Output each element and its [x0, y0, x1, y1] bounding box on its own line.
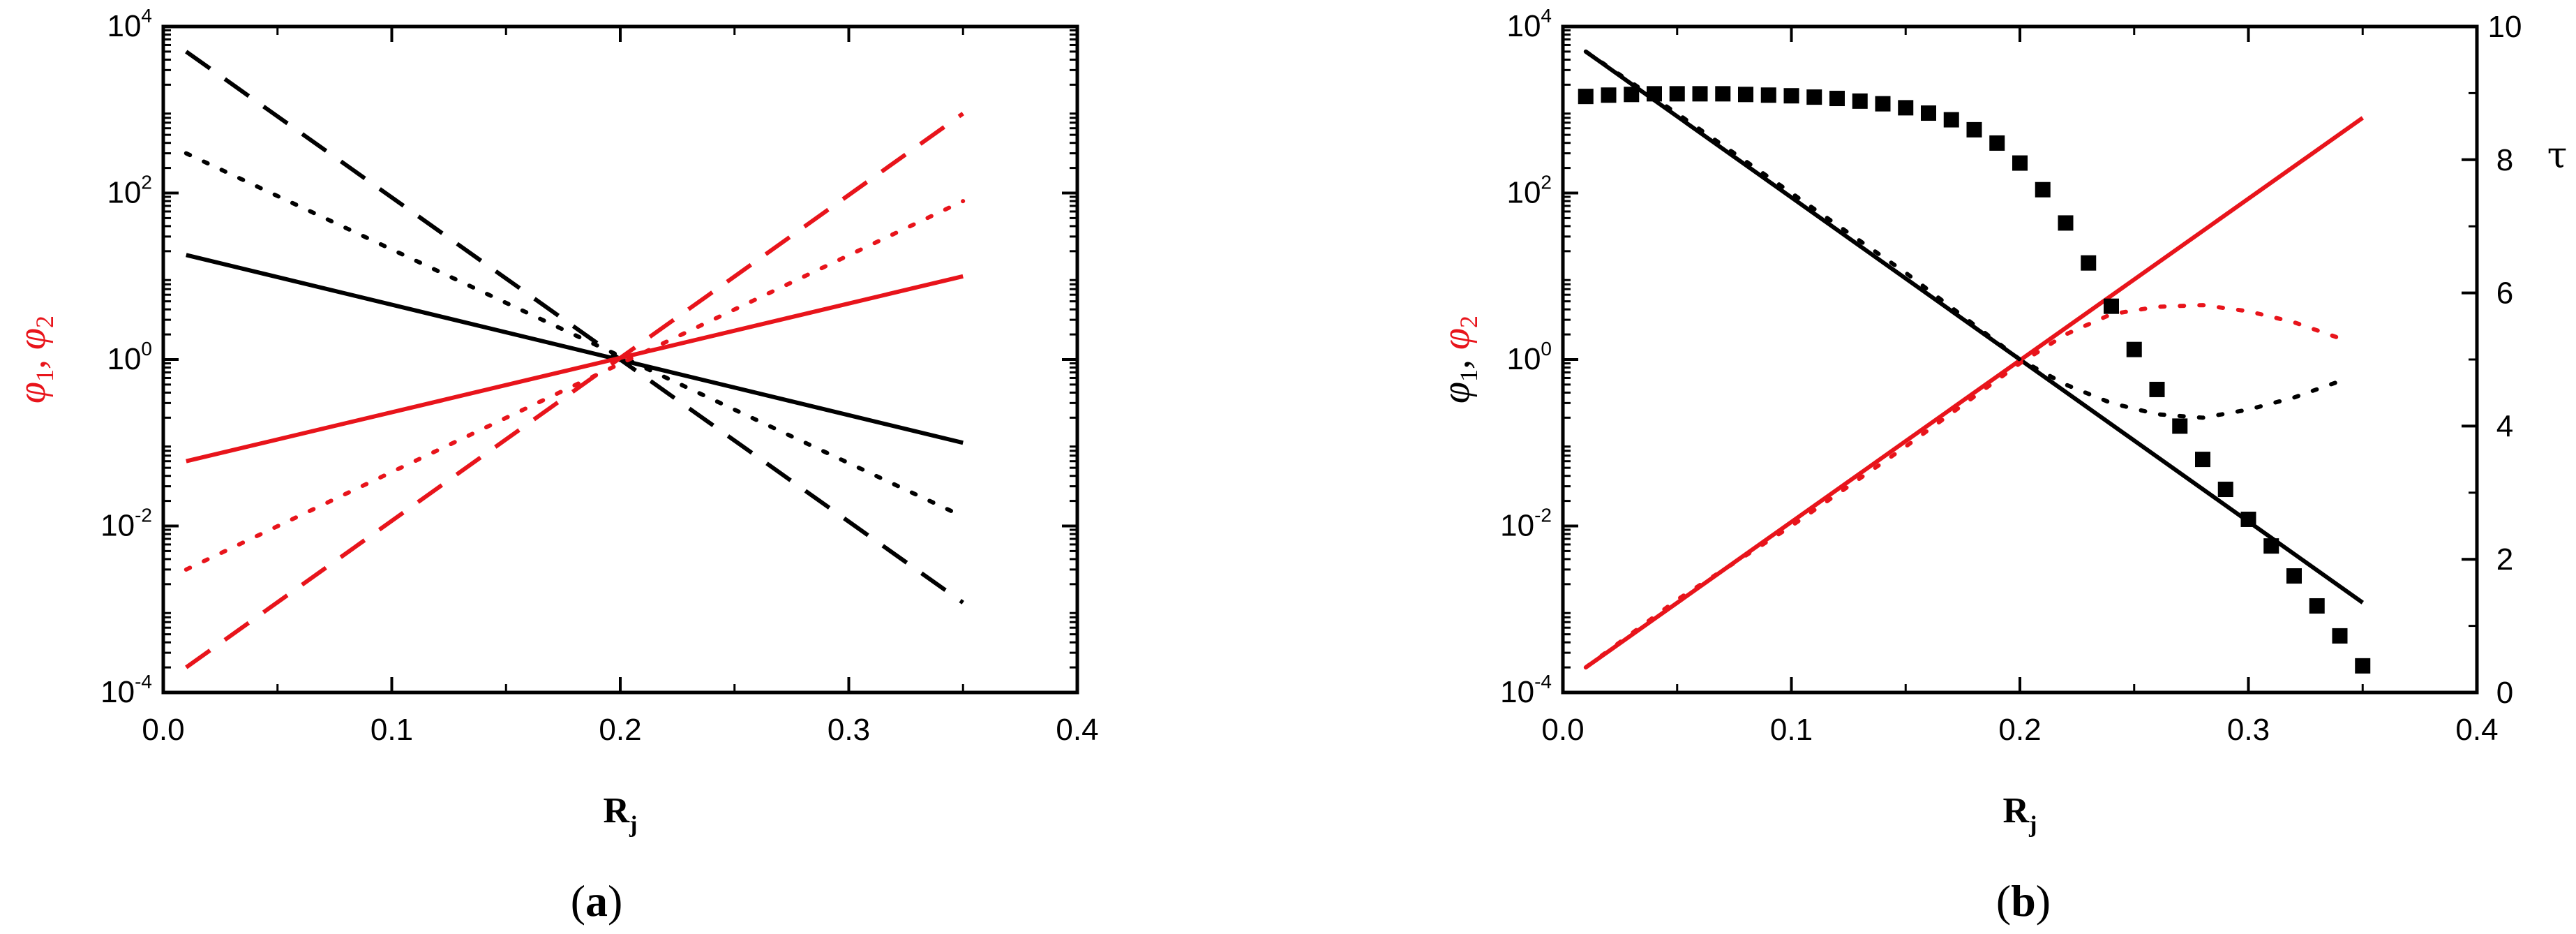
tau-marker	[2035, 181, 2051, 198]
x-tick-label: 0.4	[2455, 713, 2498, 747]
series-line-black-dot	[1583, 49, 2342, 420]
panel-b: 0.0 0.1 0.2 0.3 0.4 10-4 10-2 100 102 104 0 2 4 6 8 1…	[1435, 5, 2567, 926]
panel-b-caption: (b)	[1996, 876, 2051, 926]
series-line-black-dash	[185, 50, 964, 605]
series-line-red-dash	[185, 112, 964, 669]
tau-marker	[1989, 135, 2005, 151]
x-tick-label: 0.3	[2227, 713, 2270, 747]
tau-marker	[1760, 87, 1776, 103]
y2-tick-label: 10	[2488, 10, 2522, 44]
x-tick-label: 0.2	[1998, 713, 2041, 747]
series-line-red-dot	[1583, 303, 2342, 670]
tau-marker	[1852, 93, 1868, 109]
tau-marker	[2081, 255, 2097, 271]
panel-b-right-y-ticks: 0 2 4 6 8 10	[2462, 10, 2522, 710]
panel-b-y-ticks: 10-4 10-2 100 102 104	[1500, 5, 1578, 709]
panel-a-y-ticks: 10-4 10-2 100 102 104	[100, 5, 1077, 709]
x-tick-label: 0.4	[1056, 713, 1098, 747]
y-tick-label: 10-2	[1500, 505, 1552, 543]
y-tick-label: 102	[107, 172, 152, 210]
tau-marker	[1783, 88, 1799, 104]
y2-tick-label: 0	[2496, 676, 2513, 710]
series-line-black-solid	[1585, 50, 2365, 605]
tau-marker	[1921, 105, 1936, 121]
series-line-black-dot	[184, 151, 966, 519]
tau-marker	[2195, 452, 2210, 468]
tau-marker	[1829, 91, 1845, 107]
panel-b-tau-markers	[1578, 86, 2371, 674]
tau-marker	[2104, 298, 2119, 314]
tau-marker	[1875, 96, 1891, 112]
x-tick-label: 0.2	[599, 713, 641, 747]
panel-a-x-axis-label: Rj	[604, 791, 638, 838]
panel-a-caption: (a)	[571, 876, 623, 926]
y-tick-label: 102	[1506, 172, 1552, 210]
series-line-black-solid	[186, 253, 964, 445]
series-line-red-solid	[1585, 116, 2365, 669]
tau-marker	[1943, 112, 1959, 128]
panel-b-x-axis-label: Rj	[2003, 791, 2037, 838]
y-tick-label: 104	[107, 5, 152, 43]
tau-marker	[2332, 628, 2348, 644]
x-tick-label: 0.0	[142, 713, 184, 747]
tau-marker	[2012, 155, 2028, 171]
tau-marker	[1669, 86, 1685, 102]
tau-marker	[2172, 418, 2188, 434]
panel-a: 0.0 0.1 0.2 0.3 0.4 10-4 10-2 100 102 104 Rj φ1,…	[10, 5, 1099, 926]
series-line-red-solid	[186, 274, 964, 464]
y2-tick-label: 6	[2496, 276, 2513, 311]
tau-marker	[1715, 86, 1731, 102]
y2-tick-label: 4	[2496, 409, 2513, 443]
y-tick-label: 100	[1506, 338, 1552, 376]
y-tick-label: 104	[1506, 5, 1552, 43]
tau-marker	[1601, 87, 1617, 103]
tau-marker	[2149, 381, 2165, 397]
tau-marker	[1738, 87, 1753, 103]
tau-marker	[1806, 89, 1822, 105]
panel-b-y-axis-label: φ1, φ2	[1435, 316, 1483, 403]
panel-a-series	[184, 50, 966, 669]
y2-tick-label: 2	[2496, 542, 2513, 577]
y-tick-label: 100	[107, 338, 152, 376]
tau-marker	[2309, 598, 2325, 614]
y2-tick-label: 8	[2496, 143, 2513, 177]
tau-marker	[1692, 86, 1708, 102]
x-tick-label: 0.1	[370, 713, 413, 747]
tau-marker	[1578, 89, 1594, 105]
panel-a-y-axis-label: φ1, φ2	[10, 316, 59, 403]
panel-b-right-axis-label: τ	[2547, 135, 2568, 177]
tau-marker	[2058, 215, 2074, 231]
x-tick-label: 0.0	[1541, 713, 1584, 747]
tau-marker	[2355, 658, 2371, 674]
y-tick-label: 10-2	[100, 505, 152, 543]
x-tick-label: 0.1	[1770, 713, 1813, 747]
tau-marker	[2126, 341, 2142, 357]
tau-marker	[1624, 87, 1640, 103]
x-tick-label: 0.3	[828, 713, 870, 747]
tau-marker	[2286, 568, 2302, 584]
panel-b-x-ticks: 0.0 0.1 0.2 0.3 0.4	[1541, 27, 2499, 747]
tau-marker	[1647, 86, 1662, 102]
tau-marker	[1966, 121, 1982, 138]
panel-b-series	[1583, 49, 2365, 670]
y-tick-label: 10-4	[100, 671, 152, 709]
panel-a-x-ticks: 0.0 0.1 0.2 0.3 0.4	[142, 27, 1099, 747]
series-line-red-dot	[184, 199, 966, 572]
tau-marker	[2240, 511, 2256, 527]
tau-marker	[2217, 482, 2233, 498]
y-tick-label: 10-4	[1500, 671, 1552, 709]
tau-marker	[1898, 100, 1914, 116]
tau-marker	[2263, 538, 2279, 554]
